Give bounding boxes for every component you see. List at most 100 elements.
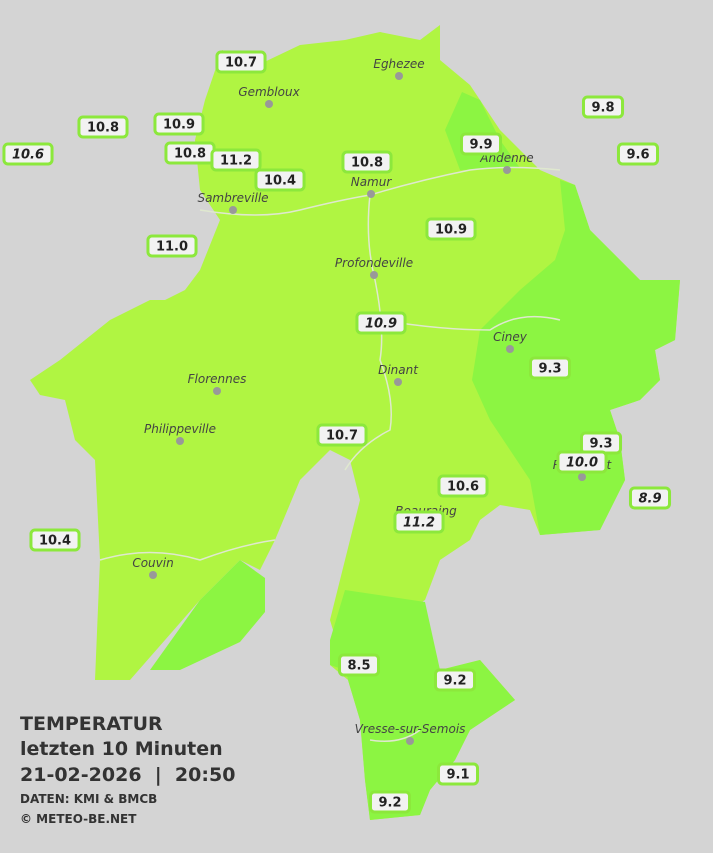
city-label: Profondeville [335,256,413,270]
station: 11.2 [210,148,262,172]
station-box [153,112,205,136]
legend-title: TEMPERATUR [20,713,163,735]
station-value: 10.0 [566,456,598,471]
zone-cool [472,180,680,535]
station-box [459,132,503,156]
station: 9.6 [616,142,660,166]
city-dot [395,72,403,80]
city-label: Couvin [132,556,173,570]
station: 10.7 [215,50,267,74]
city-label: Eghezee [373,57,424,71]
station-box [368,790,412,814]
zone-cool [330,590,515,820]
station-value: 9.6 [626,148,649,163]
station-box [436,762,480,786]
station-value: 8.5 [347,659,370,674]
city-dot [370,271,378,279]
station-value: 10.8 [351,156,383,171]
city-label: Florennes [188,372,247,386]
station: 10.4 [254,168,306,192]
city-dot [176,437,184,445]
city-label: Gembloux [238,85,300,99]
city-dot [506,345,514,353]
station-box [556,450,608,474]
city-dot [503,166,511,174]
station: 10.0 [556,450,608,474]
station-box [616,142,660,166]
station-box [528,356,572,380]
station-value: 9.2 [443,674,466,689]
station-value: 10.6 [12,148,44,163]
station-box [355,311,407,335]
station-box [29,528,81,552]
station-box [146,234,198,258]
station-value: 10.8 [174,147,206,162]
city-label: Vresse-sur-Semois [355,722,466,736]
station-box [341,150,393,174]
station-value: 10.7 [225,56,257,71]
station-value: 11.2 [220,154,252,169]
station: 9.3 [528,356,572,380]
station-value: 10.6 [447,480,479,495]
station-value: 9.2 [378,796,401,811]
city-dot [213,387,221,395]
station-box [254,168,306,192]
station: 11.2 [393,510,445,534]
station: 9.1 [436,762,480,786]
station-box [437,474,489,498]
station: 10.6 [2,142,54,166]
station: 9.3 [579,431,623,455]
station: 9.8 [581,95,625,119]
station: 9.9 [459,132,503,156]
station-value: 10.9 [435,223,467,238]
station-value: 11.2 [403,516,435,531]
station-box [337,653,381,677]
station-value: 10.4 [39,534,71,549]
city-dot [229,206,237,214]
city-dot [406,737,414,745]
station-value: 9.1 [446,768,469,783]
legend-source: DATEN: KMI & BMCB [20,792,157,806]
zone-cool [150,560,265,670]
legend-copyright: © METEO-BE.NET [20,812,137,826]
station-box [215,50,267,74]
city-label: Ciney [493,330,528,344]
station: 10.8 [77,115,129,139]
city-label: Dinant [378,363,419,377]
station-value: 10.8 [87,121,119,136]
station-value: 9.8 [591,101,614,116]
station: 10.7 [316,423,368,447]
city-label: Philippeville [144,422,216,436]
station-box [210,148,262,172]
station-box [316,423,368,447]
station: 10.4 [29,528,81,552]
station: 10.9 [355,311,407,335]
city-dot [367,190,375,198]
station: 10.6 [437,474,489,498]
city-dot [578,473,586,481]
station-box [628,486,672,510]
station: 10.9 [425,217,477,241]
station-box [425,217,477,241]
city-dot [149,571,157,579]
station-box [2,142,54,166]
station-value: 10.9 [163,118,195,133]
station-box [433,668,477,692]
station-value: 9.3 [589,437,612,452]
province [30,25,680,820]
city-dot [265,100,273,108]
station: 11.0 [146,234,198,258]
station-box [581,95,625,119]
city-label: Sambreville [197,191,268,205]
station-box [393,510,445,534]
station: 10.9 [153,112,205,136]
city-dot [394,378,402,386]
station: 8.9 [628,486,672,510]
station-value: 8.9 [638,492,661,507]
station-value: 10.4 [264,174,296,189]
station-box [77,115,129,139]
legend-subtitle: letzten 10 Minuten [20,738,223,760]
station: 8.5 [337,653,381,677]
